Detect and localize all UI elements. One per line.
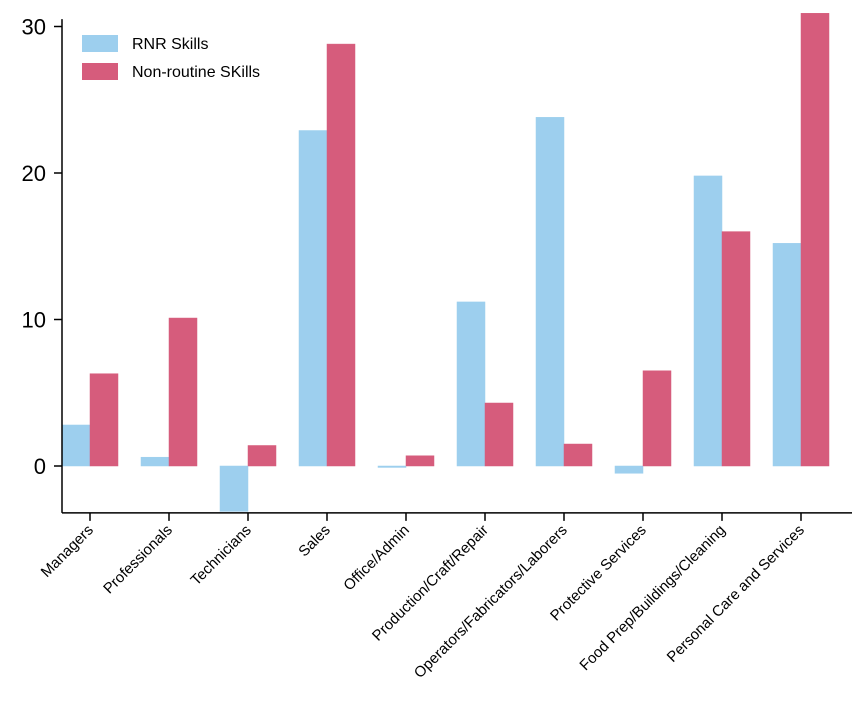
x-category-label-operators-fabricators-laborers: Operators/Fabricators/Laborers bbox=[411, 522, 571, 682]
bar-non-routine-skills-personal-care-and-services bbox=[800, 13, 830, 467]
bar-rnr-skills-protective-services bbox=[614, 465, 644, 474]
axes-group bbox=[61, 19, 852, 514]
bar-rnr-skills-sales bbox=[298, 130, 328, 467]
bar-rnr-skills-managers bbox=[61, 424, 91, 467]
y-tick-label-0: 0 bbox=[34, 454, 46, 479]
bar-rnr-skills-office-admin bbox=[377, 465, 407, 468]
x-category-label-sales: Sales bbox=[295, 522, 334, 561]
bar-rnr-skills-technicians bbox=[219, 465, 249, 512]
bar-non-routine-skills-office-admin bbox=[405, 455, 435, 467]
bar-non-routine-skills-food-prep-buildings-cleaning bbox=[721, 231, 751, 467]
bar-non-routine-skills-technicians bbox=[247, 445, 277, 467]
y-tick-label-30: 30 bbox=[22, 15, 46, 40]
bar-non-routine-skills-production-craft-repair bbox=[484, 402, 514, 467]
legend-swatch-non-routine-skills bbox=[82, 63, 118, 80]
bar-rnr-skills-personal-care-and-services bbox=[772, 243, 802, 467]
legend: RNR Skills Non-routine SKills bbox=[82, 35, 260, 81]
y-tick-label-10: 10 bbox=[22, 308, 46, 333]
bar-non-routine-skills-managers bbox=[89, 373, 119, 467]
x-category-label-professionals: Professionals bbox=[100, 522, 176, 598]
legend-label-rnr-skills: RNR Skills bbox=[132, 36, 208, 53]
y-tick-label-20: 20 bbox=[22, 161, 46, 186]
bars-group bbox=[61, 13, 830, 512]
bar-rnr-skills-food-prep-buildings-cleaning bbox=[693, 175, 723, 467]
bar-rnr-skills-operators-fabricators-laborers bbox=[535, 117, 565, 467]
x-category-label-food-prep-buildings-cleaning: Food Prep/Buildings/Cleaning bbox=[576, 522, 728, 674]
bar-non-routine-skills-protective-services bbox=[642, 370, 672, 467]
y-axis-ticks: 0 10 20 30 bbox=[22, 15, 62, 479]
bar-non-routine-skills-sales bbox=[326, 43, 356, 467]
x-axis-category-labels: Managers Professionals Technicians Sales Off… bbox=[38, 512, 808, 682]
x-category-label-technicians: Technicians bbox=[187, 522, 254, 589]
bar-rnr-skills-production-craft-repair bbox=[456, 301, 486, 467]
bar-rnr-skills-professionals bbox=[140, 456, 170, 467]
x-category-label-managers: Managers bbox=[38, 522, 97, 581]
x-category-label-office-admin: Office/Admin bbox=[340, 522, 413, 595]
x-category-label-personal-care-and-services: Personal Care and Services bbox=[664, 522, 808, 666]
legend-label-non-routine-skills: Non-routine SKills bbox=[132, 64, 260, 81]
bar-non-routine-skills-operators-fabricators-laborers bbox=[563, 443, 593, 467]
legend-swatch-rnr-skills bbox=[82, 35, 118, 52]
bar-non-routine-skills-professionals bbox=[168, 317, 198, 467]
